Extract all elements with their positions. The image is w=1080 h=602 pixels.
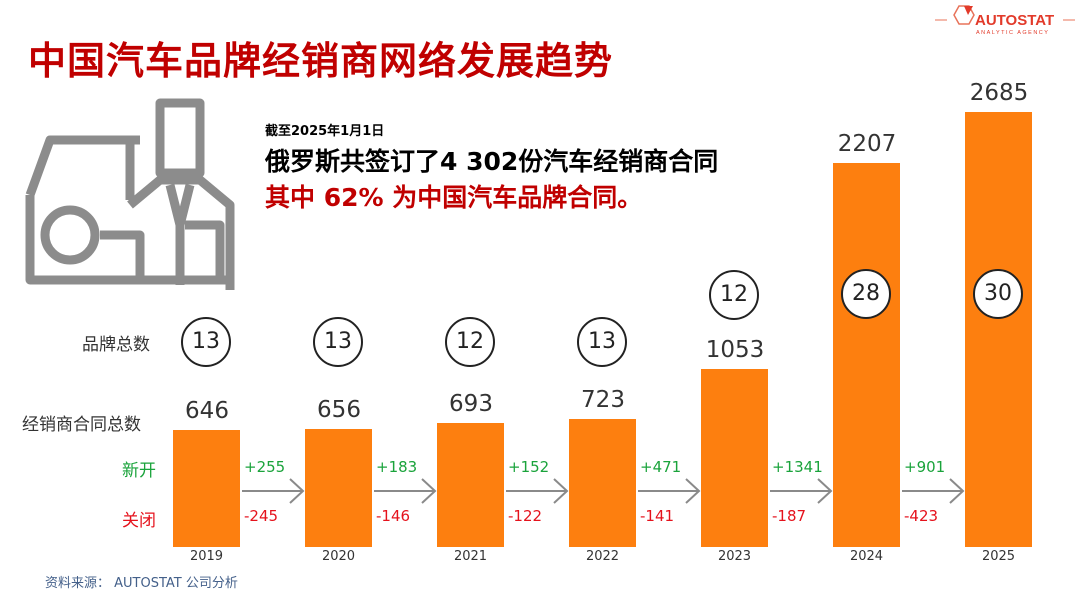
contracts-row-label: 经销商合同总数 (22, 415, 141, 435)
closed-row-label: 关闭 (122, 511, 156, 531)
closed-count: -146 (376, 507, 411, 525)
brand-count-circle: 28 (841, 269, 891, 319)
year-label: 2019 (189, 549, 224, 564)
bar-value-label: 693 (449, 391, 493, 418)
bar-2020 (305, 428, 372, 547)
closed-count: -245 (244, 507, 279, 525)
bar-value-label: 723 (581, 386, 625, 413)
headline-date: 截至2025年1月1日 (265, 124, 385, 139)
opened-count: +255 (244, 458, 286, 476)
brands-row-label: 品牌总数 (82, 335, 150, 355)
bar-value-label: 1053 (705, 337, 765, 364)
closed-count: -122 (508, 507, 543, 525)
opened-count: +183 (376, 458, 418, 476)
headline-line1: 俄罗斯共签订了4 302份汽车经销商合同 (265, 147, 719, 176)
arrow-right-icon (638, 478, 701, 504)
opened-count: +1341 (772, 458, 823, 476)
closed-count: -187 (772, 507, 807, 525)
year-label: 2022 (585, 549, 620, 564)
svg-text:ANALYTIC AGENCY: ANALYTIC AGENCY (976, 30, 1049, 36)
bar-value-label: 2685 (969, 80, 1029, 106)
arrow-right-icon (770, 478, 833, 504)
bar-2021 (437, 423, 504, 547)
year-label: 2021 (453, 549, 488, 564)
brand-count-circle: 12 (445, 317, 495, 367)
bar-2025 (965, 112, 1032, 547)
bar-2024 (833, 162, 900, 547)
autostat-logo: AUTOSTAT ANALYTIC AGENCY (935, 5, 1075, 36)
bar-2019 (173, 430, 240, 547)
closed-count: -141 (640, 507, 675, 525)
brand-count-circle: 30 (973, 269, 1023, 319)
closed-count: -423 (904, 507, 939, 525)
opened-count: +471 (640, 458, 682, 476)
svg-text:AUTOSTAT: AUTOSTAT (975, 12, 1054, 29)
year-label: 2024 (849, 549, 884, 564)
opened-count: +152 (508, 458, 550, 476)
arrow-right-icon (506, 478, 569, 504)
brand-count-circle: 13 (313, 317, 363, 367)
year-label: 2025 (981, 549, 1016, 564)
bar-value-label: 646 (185, 398, 229, 425)
opened-row-label: 新开 (122, 461, 156, 481)
bar-value-label: 2207 (837, 130, 897, 157)
bar-2022 (569, 418, 636, 547)
source-note: 资料来源： AUTOSTAT 公司分析 (45, 576, 238, 591)
arrow-right-icon (242, 478, 305, 504)
bar-value-label: 656 (317, 396, 361, 423)
arrow-right-icon (902, 478, 965, 504)
dealer-person-icon (25, 98, 235, 290)
brand-count-circle: 12 (709, 270, 759, 320)
brand-count-circle: 13 (577, 317, 627, 367)
headline-line2: 其中 62% 为中国汽车品牌合同。 (265, 183, 643, 212)
opened-count: +901 (904, 458, 946, 476)
arrow-right-icon (374, 478, 437, 504)
year-label: 2020 (321, 549, 356, 564)
brand-count-circle: 13 (181, 317, 231, 367)
bar-2023 (701, 369, 768, 547)
page-title: 中国汽车品牌经销商网络发展趋势 (28, 39, 614, 83)
year-label: 2023 (717, 549, 752, 564)
